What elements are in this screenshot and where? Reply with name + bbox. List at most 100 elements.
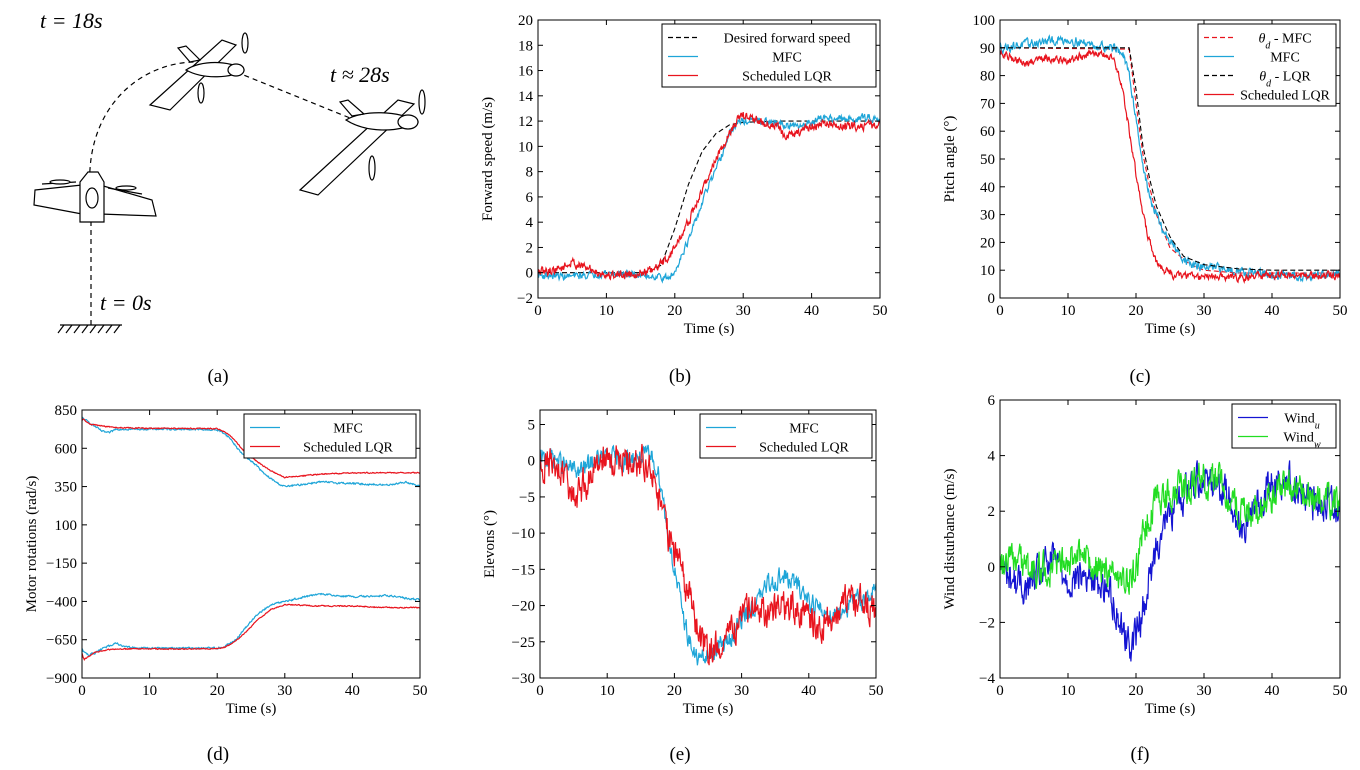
y-tick-label: 8 — [526, 165, 534, 181]
plot-frame — [999, 399, 1341, 679]
y-tick-label: 20 — [980, 235, 995, 251]
y-tick-label: 70 — [980, 96, 995, 112]
y-axis-label: Elevons (°) — [482, 510, 498, 578]
chart-elevons: 0 10 20 30 40 50 −30 −25 −20 −15 −10 −5 0 5 Time (s) El… — [482, 409, 884, 717]
x-tick-label: 40 — [1265, 683, 1280, 699]
legend-box — [699, 413, 873, 459]
y-tick-label: 0 — [528, 454, 536, 470]
y-tick-label: 6 — [526, 190, 534, 206]
series-line-mfc — [538, 113, 880, 284]
y-axis-label: Pitch angle (°) — [942, 116, 958, 203]
tailsitter-aircraft-icon — [298, 89, 426, 196]
x-tick-label: 10 — [599, 303, 614, 319]
series-lines — [538, 111, 880, 284]
legend-entry-label: Scheduled LQR — [303, 441, 393, 456]
y-tick-label: −900 — [46, 671, 77, 687]
series-line-mfc — [1000, 34, 1340, 283]
x-axis-label: Time (s) — [684, 321, 735, 337]
series-line-desired-forward-speed — [538, 120, 880, 274]
x-tick-label: 20 — [210, 683, 225, 699]
tailsitter-aircraft-icon — [33, 171, 157, 223]
y-tick-label: −30 — [512, 671, 535, 687]
time-label-0s: t = 0s — [100, 290, 152, 315]
x-tick-label: 50 — [873, 303, 888, 319]
legend: MFC Scheduled LQR — [699, 413, 873, 459]
y-tick-label: 6 — [988, 393, 996, 409]
legend-entry-label: MFC — [1270, 51, 1300, 66]
x-tick-label: 40 — [801, 683, 816, 699]
x-tick-label: 10 — [142, 683, 157, 699]
series-line-mfc — [82, 416, 420, 488]
caption-d: (d) — [207, 744, 229, 765]
x-axis-label: Time (s) — [683, 701, 734, 717]
x-tick-label: 30 — [736, 303, 751, 319]
legend-entry-label: Scheduled LQR — [1240, 89, 1330, 104]
x-axis-label: Time (s) — [1145, 701, 1196, 717]
y-tick-label: 60 — [980, 124, 995, 140]
series-line-scheduled-lqr — [540, 443, 876, 666]
x-tick-label: 50 — [1333, 303, 1348, 319]
time-label-28s: t ≈ 28s — [330, 62, 390, 87]
y-tick-label: 4 — [988, 449, 996, 465]
x-tick-label: 0 — [78, 683, 86, 699]
series-line-unnamed-3 — [82, 603, 420, 661]
y-tick-label: 50 — [980, 152, 995, 168]
y-tick-label: 0 — [988, 560, 996, 576]
legend-entry-label: Scheduled LQR — [742, 70, 832, 85]
x-tick-label: 40 — [345, 683, 360, 699]
x-tick-label: 40 — [804, 303, 819, 319]
y-tick-label: 350 — [55, 480, 78, 496]
series-lines — [540, 443, 876, 666]
x-tick-label: 0 — [534, 303, 542, 319]
legend-entry-label: Desired forward speed — [724, 32, 851, 47]
y-tick-label: 90 — [980, 41, 995, 57]
y-tick-label: −10 — [512, 526, 535, 542]
legend: Desired forward speed MFC Scheduled LQR — [661, 23, 877, 88]
legend-entry-label: MFC — [772, 51, 802, 66]
legend-entry-label: Windw — [1283, 431, 1321, 451]
y-tick-label: −2 — [979, 615, 995, 631]
tailsitter-aircraft-icon — [148, 32, 249, 111]
x-tick-label: 0 — [536, 683, 544, 699]
series-line-wind-w — [1000, 461, 1340, 595]
y-tick-label: 18 — [518, 38, 533, 54]
x-tick-label: 20 — [667, 303, 682, 319]
y-tick-label: −150 — [46, 556, 77, 572]
y-tick-label: 100 — [973, 13, 996, 29]
caption-b: (b) — [669, 366, 691, 387]
y-tick-label: −15 — [512, 562, 535, 578]
x-tick-label: 20 — [667, 683, 682, 699]
y-tick-label: 0 — [526, 266, 534, 282]
x-tick-label: 40 — [1265, 303, 1280, 319]
y-tick-label: 40 — [980, 180, 995, 196]
plot-frame — [81, 409, 421, 679]
legend-entry-label: Scheduled LQR — [759, 441, 849, 456]
x-tick-label: 50 — [413, 683, 428, 699]
x-tick-label: 20 — [1129, 683, 1144, 699]
series-lines — [1000, 34, 1340, 284]
y-tick-label: 30 — [980, 208, 995, 224]
y-axis-label: Forward speed (m/s) — [480, 97, 496, 221]
plot-frame — [539, 409, 877, 679]
series-line--d-mfc — [1000, 47, 1340, 274]
y-tick-label: 2 — [988, 504, 996, 520]
y-tick-label: 14 — [518, 89, 534, 105]
series-line-unnamed-2 — [82, 592, 420, 657]
chart-motor-rotations: 0 10 20 30 40 50 −900 −650 −400 −150 100 350 600 850 T… — [24, 403, 428, 717]
legend-entry-label: MFC — [333, 422, 363, 437]
chart-wind-disturbance: 0 10 20 30 40 50 −4 −2 0 2 4 6 Time (s) Wind disturba… — [942, 393, 1348, 717]
y-tick-label: 10 — [980, 263, 995, 279]
y-axis-label: Motor rotations (rad/s) — [24, 476, 40, 613]
y-tick-label: 16 — [518, 64, 534, 80]
legend-entry-label: MFC — [789, 422, 819, 437]
plot-frame — [537, 19, 881, 299]
chart-pitch-angle: 0 10 20 30 40 50 0 10 20 30 40 50 60 70 80 90 100 Time (s… — [942, 13, 1348, 337]
y-tick-label: 100 — [55, 518, 78, 534]
y-tick-label: 4 — [526, 215, 534, 231]
legend-entry-label: θd - LQR — [1259, 70, 1311, 90]
legend-entry-label: Windu — [1284, 412, 1320, 432]
y-tick-label: 850 — [55, 403, 78, 419]
y-tick-label: −4 — [979, 671, 995, 687]
series-line--d-lqr — [1000, 47, 1340, 271]
